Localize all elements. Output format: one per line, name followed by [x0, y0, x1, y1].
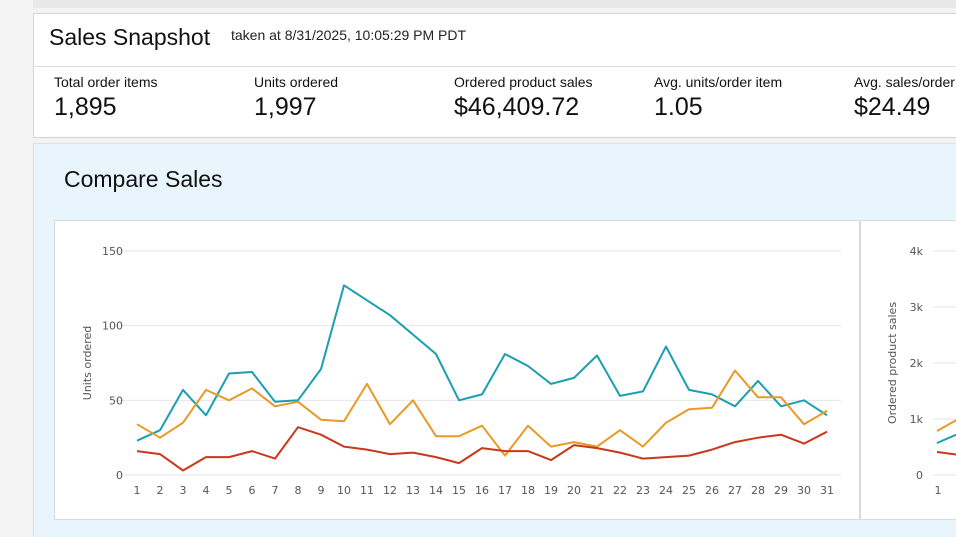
x-tick-label: 21 — [590, 484, 604, 497]
x-tick-label: 13 — [406, 484, 420, 497]
x-tick-label: 17 — [498, 484, 512, 497]
x-tick-label: 15 — [452, 484, 466, 497]
metric-total-order-items: Total order items 1,895 — [54, 74, 157, 122]
x-tick-label: 5 — [226, 484, 233, 497]
y-tick-label: 0 — [916, 469, 923, 482]
y-tick-label: 3k — [910, 301, 924, 314]
x-tick-label: 9 — [318, 484, 325, 497]
x-tick-label: 26 — [705, 484, 719, 497]
x-tick-label: 1 — [134, 484, 141, 497]
ordered-product-sales-chart: 0 1k 2k 3k 4k Ordered product sales 1 — [860, 220, 956, 520]
series-line-teal-partial — [936, 433, 956, 444]
ordered-product-sales-chart-svg: 0 1k 2k 3k 4k Ordered product sales 1 — [886, 245, 956, 497]
metric-label: Avg. sales/order — [854, 74, 955, 90]
metric-value: 1,997 — [254, 93, 317, 121]
x-tick-label: 3 — [180, 484, 187, 497]
x-tick-label: 19 — [544, 484, 558, 497]
y-tick-label: 2k — [910, 357, 924, 370]
y-tick-label: 100 — [102, 320, 123, 333]
y-tick-label: 0 — [116, 469, 123, 482]
x-tick-label: 2 — [157, 484, 164, 497]
compare-sales-title: Compare Sales — [64, 166, 223, 192]
metric-value: 1.05 — [654, 93, 703, 121]
x-tick-label: 7 — [272, 484, 279, 497]
x-tick-label: 1 — [935, 484, 942, 497]
y-tick-label: 1k — [910, 413, 924, 426]
series-line-3 — [136, 426, 828, 472]
x-tick-label: 28 — [751, 484, 765, 497]
x-tick-label: 25 — [682, 484, 696, 497]
y-tick-label: 50 — [109, 394, 123, 407]
series-line-1 — [136, 284, 828, 442]
x-tick-label: 10 — [337, 484, 351, 497]
x-tick-label: 23 — [636, 484, 650, 497]
x-tick-label: 20 — [567, 484, 581, 497]
x-tick-label: 27 — [728, 484, 742, 497]
metric-ordered-product-sales: Ordered product sales $46,409.72 — [454, 74, 593, 122]
x-tick-label: 14 — [429, 484, 443, 497]
series-line-red-partial — [936, 451, 956, 456]
x-tick-label: 31 — [820, 484, 834, 497]
x-tick-label: 29 — [774, 484, 788, 497]
series-line-2 — [136, 369, 828, 457]
metric-label: Total order items — [54, 74, 158, 90]
metric-avg-sales-per-order: Avg. sales/order $24.49 — [854, 74, 956, 122]
top-bar — [33, 0, 956, 8]
metric-value: 1,895 — [54, 93, 117, 121]
x-tick-label: 8 — [295, 484, 302, 497]
x-tick-label: 11 — [360, 484, 374, 497]
snapshot-title: Sales Snapshot — [49, 24, 211, 50]
metric-value: $24.49 — [854, 93, 931, 121]
x-tick-label: 16 — [475, 484, 489, 497]
compare-sales-panel: Compare Sales 0 50 100 150 Units ordered 1 2 3 4… — [33, 143, 956, 537]
x-tick-label: 24 — [659, 484, 673, 497]
metric-label: Units ordered — [254, 74, 339, 90]
metric-units-ordered: Units ordered 1,997 — [254, 74, 338, 122]
x-tick-label: 12 — [383, 484, 397, 497]
metric-label: Avg. units/order item — [654, 74, 783, 90]
y-tick-label: 150 — [102, 245, 123, 258]
metric-label: Ordered product sales — [454, 74, 593, 90]
x-tick-label: 30 — [797, 484, 811, 497]
metric-avg-units-per-order-item: Avg. units/order item 1.05 — [654, 74, 782, 122]
y-tick-label: 4k — [910, 245, 924, 258]
metric-value: $46,409.72 — [454, 93, 580, 121]
y-axis-label: Units ordered — [81, 326, 94, 400]
snapshot-header: Sales Snapshot taken at 8/31/2025, 10:05… — [34, 14, 956, 67]
x-tick-label: 22 — [613, 484, 627, 497]
x-tick-label: 6 — [249, 484, 256, 497]
snapshot-timestamp: taken at 8/31/2025, 10:05:29 PM PDT — [231, 27, 467, 43]
x-tick-label: 18 — [521, 484, 535, 497]
y-axis-label: Ordered product sales — [886, 302, 899, 424]
units-ordered-chart: 0 50 100 150 Units ordered 1 2 3 4 5 6 7 8 9 10 11 12 13 1… — [54, 220, 860, 520]
x-tick-label: 4 — [203, 484, 210, 497]
series-line-orange-partial — [936, 419, 956, 432]
sales-snapshot-panel: Sales Snapshot taken at 8/31/2025, 10:05… — [33, 13, 956, 138]
